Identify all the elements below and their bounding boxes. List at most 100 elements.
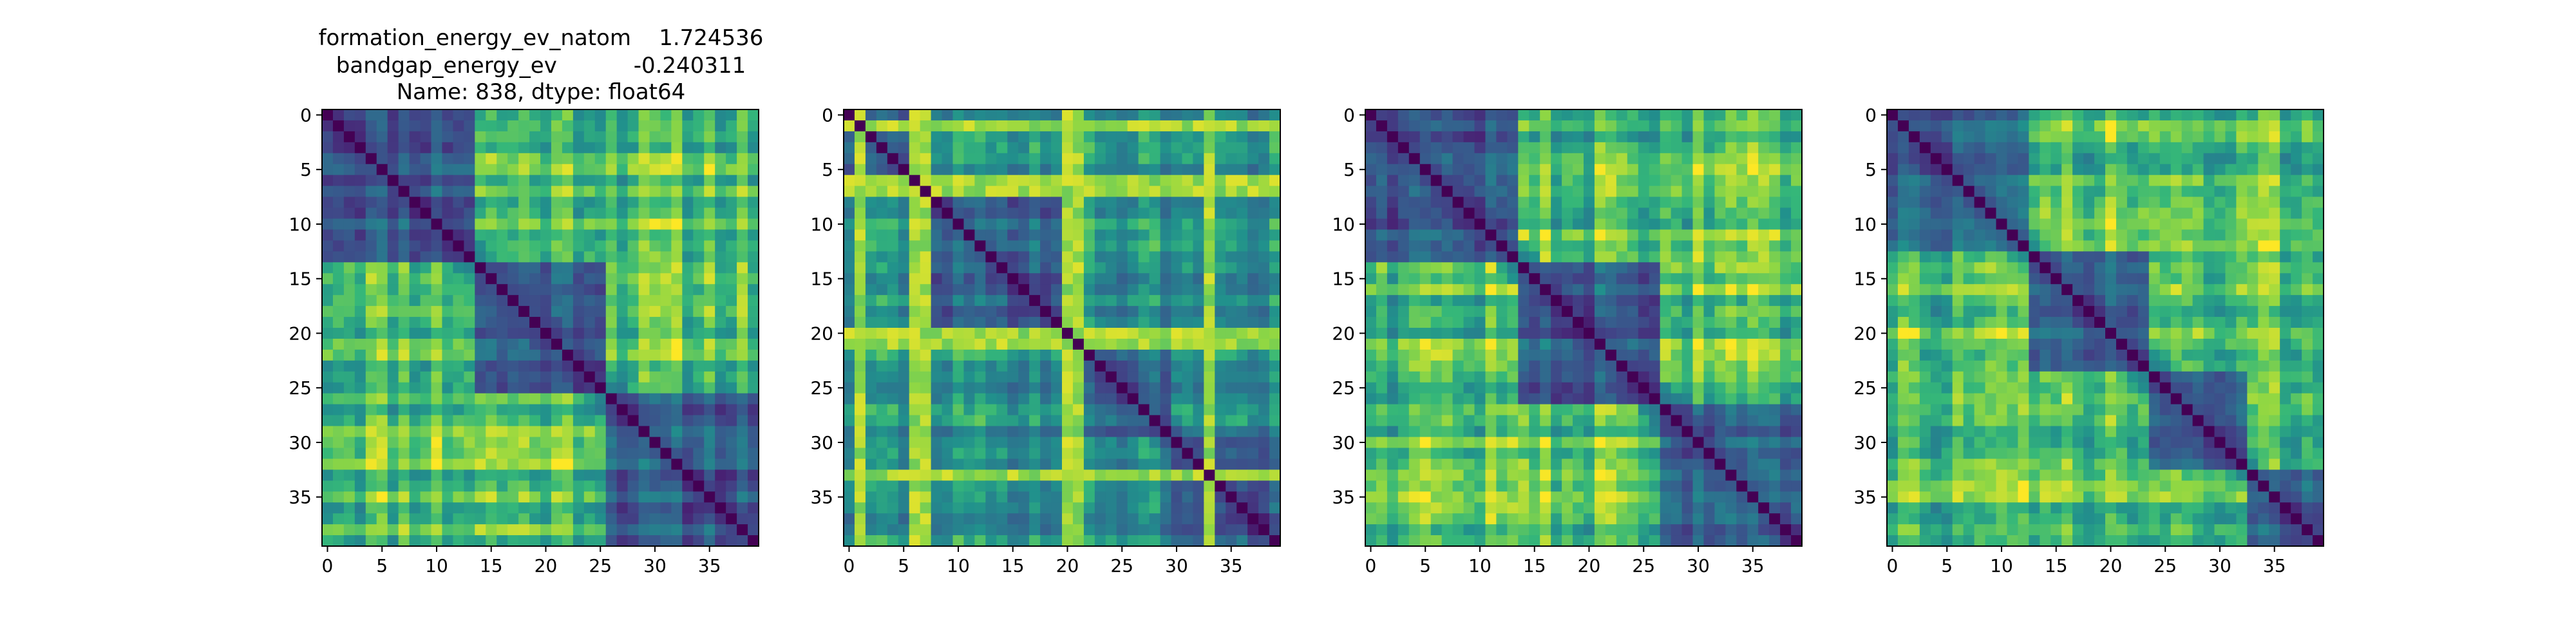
- heatmap-cell: [343, 262, 355, 274]
- heatmap-cell: [1518, 251, 1530, 263]
- heatmap-cell: [376, 142, 388, 154]
- heatmap-cell: [354, 393, 366, 405]
- heatmap-cell: [594, 164, 607, 176]
- heatmap-cell: [737, 371, 748, 383]
- heatmap-cell: [573, 393, 585, 405]
- heatmap-cell: [1376, 535, 1388, 547]
- heatmap-cell: [497, 360, 508, 372]
- heatmap-cell: [1376, 295, 1388, 307]
- heatmap-cell: [1660, 502, 1672, 514]
- heatmap-cell: [420, 502, 432, 514]
- heatmap-cell: [1171, 415, 1183, 427]
- heatmap-cell: [1204, 382, 1215, 394]
- heatmap-cell: [354, 328, 366, 339]
- heatmap-cell: [649, 491, 661, 503]
- heatmap-cell: [1051, 207, 1063, 220]
- heatmap-cell: [1551, 196, 1562, 209]
- heatmap-cell: [1160, 469, 1172, 481]
- heatmap-cell: [1474, 164, 1486, 176]
- heatmap-cell: [876, 393, 888, 405]
- heatmap-cell: [1518, 109, 1530, 121]
- heatmap-cell: [322, 437, 334, 449]
- heatmap-cell: [551, 207, 563, 220]
- heatmap-cell: [1430, 262, 1443, 274]
- heatmap-cell: [1518, 185, 1530, 198]
- heatmap-cell: [1638, 480, 1650, 492]
- heatmap-cell: [1562, 273, 1573, 285]
- heatmap-cell: [1529, 306, 1540, 317]
- heatmap-cell: [1116, 513, 1128, 525]
- heatmap-cell: [638, 251, 650, 263]
- heatmap-cell: [1627, 142, 1639, 154]
- heatmap-cell: [909, 295, 921, 307]
- heatmap-cell: [854, 404, 866, 416]
- heatmap-cell: [671, 459, 683, 470]
- heatmap-cell: [1018, 338, 1030, 350]
- heatmap-cell: [649, 469, 661, 481]
- heatmap-cell: [605, 469, 618, 481]
- heatmap-cell: [409, 262, 421, 274]
- heatmap-cell: [876, 164, 888, 176]
- heatmap-cell: [865, 360, 877, 372]
- heatmap-cell: [518, 284, 530, 296]
- heatmap-cell: [1215, 317, 1226, 328]
- heatmap-cell: [1204, 175, 1215, 187]
- heatmap-cell: [638, 338, 650, 350]
- heatmap-cell: [1269, 306, 1281, 317]
- heatmap-cell: [1269, 426, 1281, 438]
- heatmap-cell: [865, 295, 877, 307]
- heatmap-cell: [1594, 273, 1606, 285]
- heatmap-cell: [1105, 502, 1117, 514]
- heatmap-cell: [898, 360, 910, 372]
- heatmap-cell: [682, 480, 694, 492]
- heatmap-cell: [1714, 349, 1726, 361]
- heatmap-cell: [1649, 185, 1661, 198]
- heatmap-cell: [1627, 338, 1639, 350]
- heatmap-cell: [1452, 175, 1464, 187]
- heatmap-cell: [1258, 491, 1270, 503]
- heatmap-cell: [1529, 175, 1540, 187]
- heatmap-cell: [887, 415, 899, 427]
- heatmap-cell: [387, 164, 399, 176]
- heatmap-cell: [1594, 415, 1606, 427]
- heatmap-cell: [1463, 393, 1475, 405]
- heatmap-cell: [671, 120, 683, 132]
- heatmap-cell: [1258, 371, 1270, 383]
- heatmap-cell: [453, 185, 464, 198]
- heatmap-cell: [1408, 251, 1421, 263]
- heatmap-cell: [343, 295, 355, 307]
- heatmap-cell: [1551, 448, 1562, 459]
- heatmap-cell: [1040, 175, 1052, 187]
- heatmap-cell: [1463, 415, 1475, 427]
- heatmap-cell: [715, 306, 726, 317]
- heatmap-cell: [1452, 153, 1464, 165]
- heatmap-cell: [854, 371, 866, 383]
- heatmap-cell: [627, 262, 639, 274]
- heatmap-cell: [909, 349, 921, 361]
- heatmap-cell: [952, 404, 965, 416]
- heatmap-cell: [660, 109, 672, 121]
- heatmap-cell: [1051, 349, 1063, 361]
- heatmap-cell: [1062, 535, 1074, 547]
- heatmap-cell: [1474, 513, 1486, 525]
- heatmap-cell: [376, 393, 388, 405]
- heatmap-cell: [518, 306, 530, 317]
- heatmap-cell: [1758, 426, 1770, 438]
- heatmap-cell: [2192, 120, 2204, 132]
- heatmap-cell: [1171, 480, 1183, 492]
- heatmap-cell: [1051, 153, 1063, 165]
- heatmap-cell: [562, 295, 574, 307]
- heatmap-cell: [1692, 328, 1705, 339]
- heatmap-cell: [931, 437, 943, 449]
- heatmap-cell: [1160, 328, 1172, 339]
- heatmap-cell: [627, 273, 639, 285]
- heatmap-cell: [1269, 437, 1281, 449]
- heatmap-cell: [627, 185, 639, 198]
- heatmap-cell: [715, 502, 726, 514]
- heatmap-cell: [1062, 513, 1074, 525]
- heatmap-cell: [1758, 207, 1770, 220]
- heatmap-cell: [1376, 164, 1388, 176]
- heatmap-cell: [1540, 131, 1551, 143]
- heatmap-cell: [1105, 426, 1117, 438]
- heatmap-cell: [2225, 120, 2237, 132]
